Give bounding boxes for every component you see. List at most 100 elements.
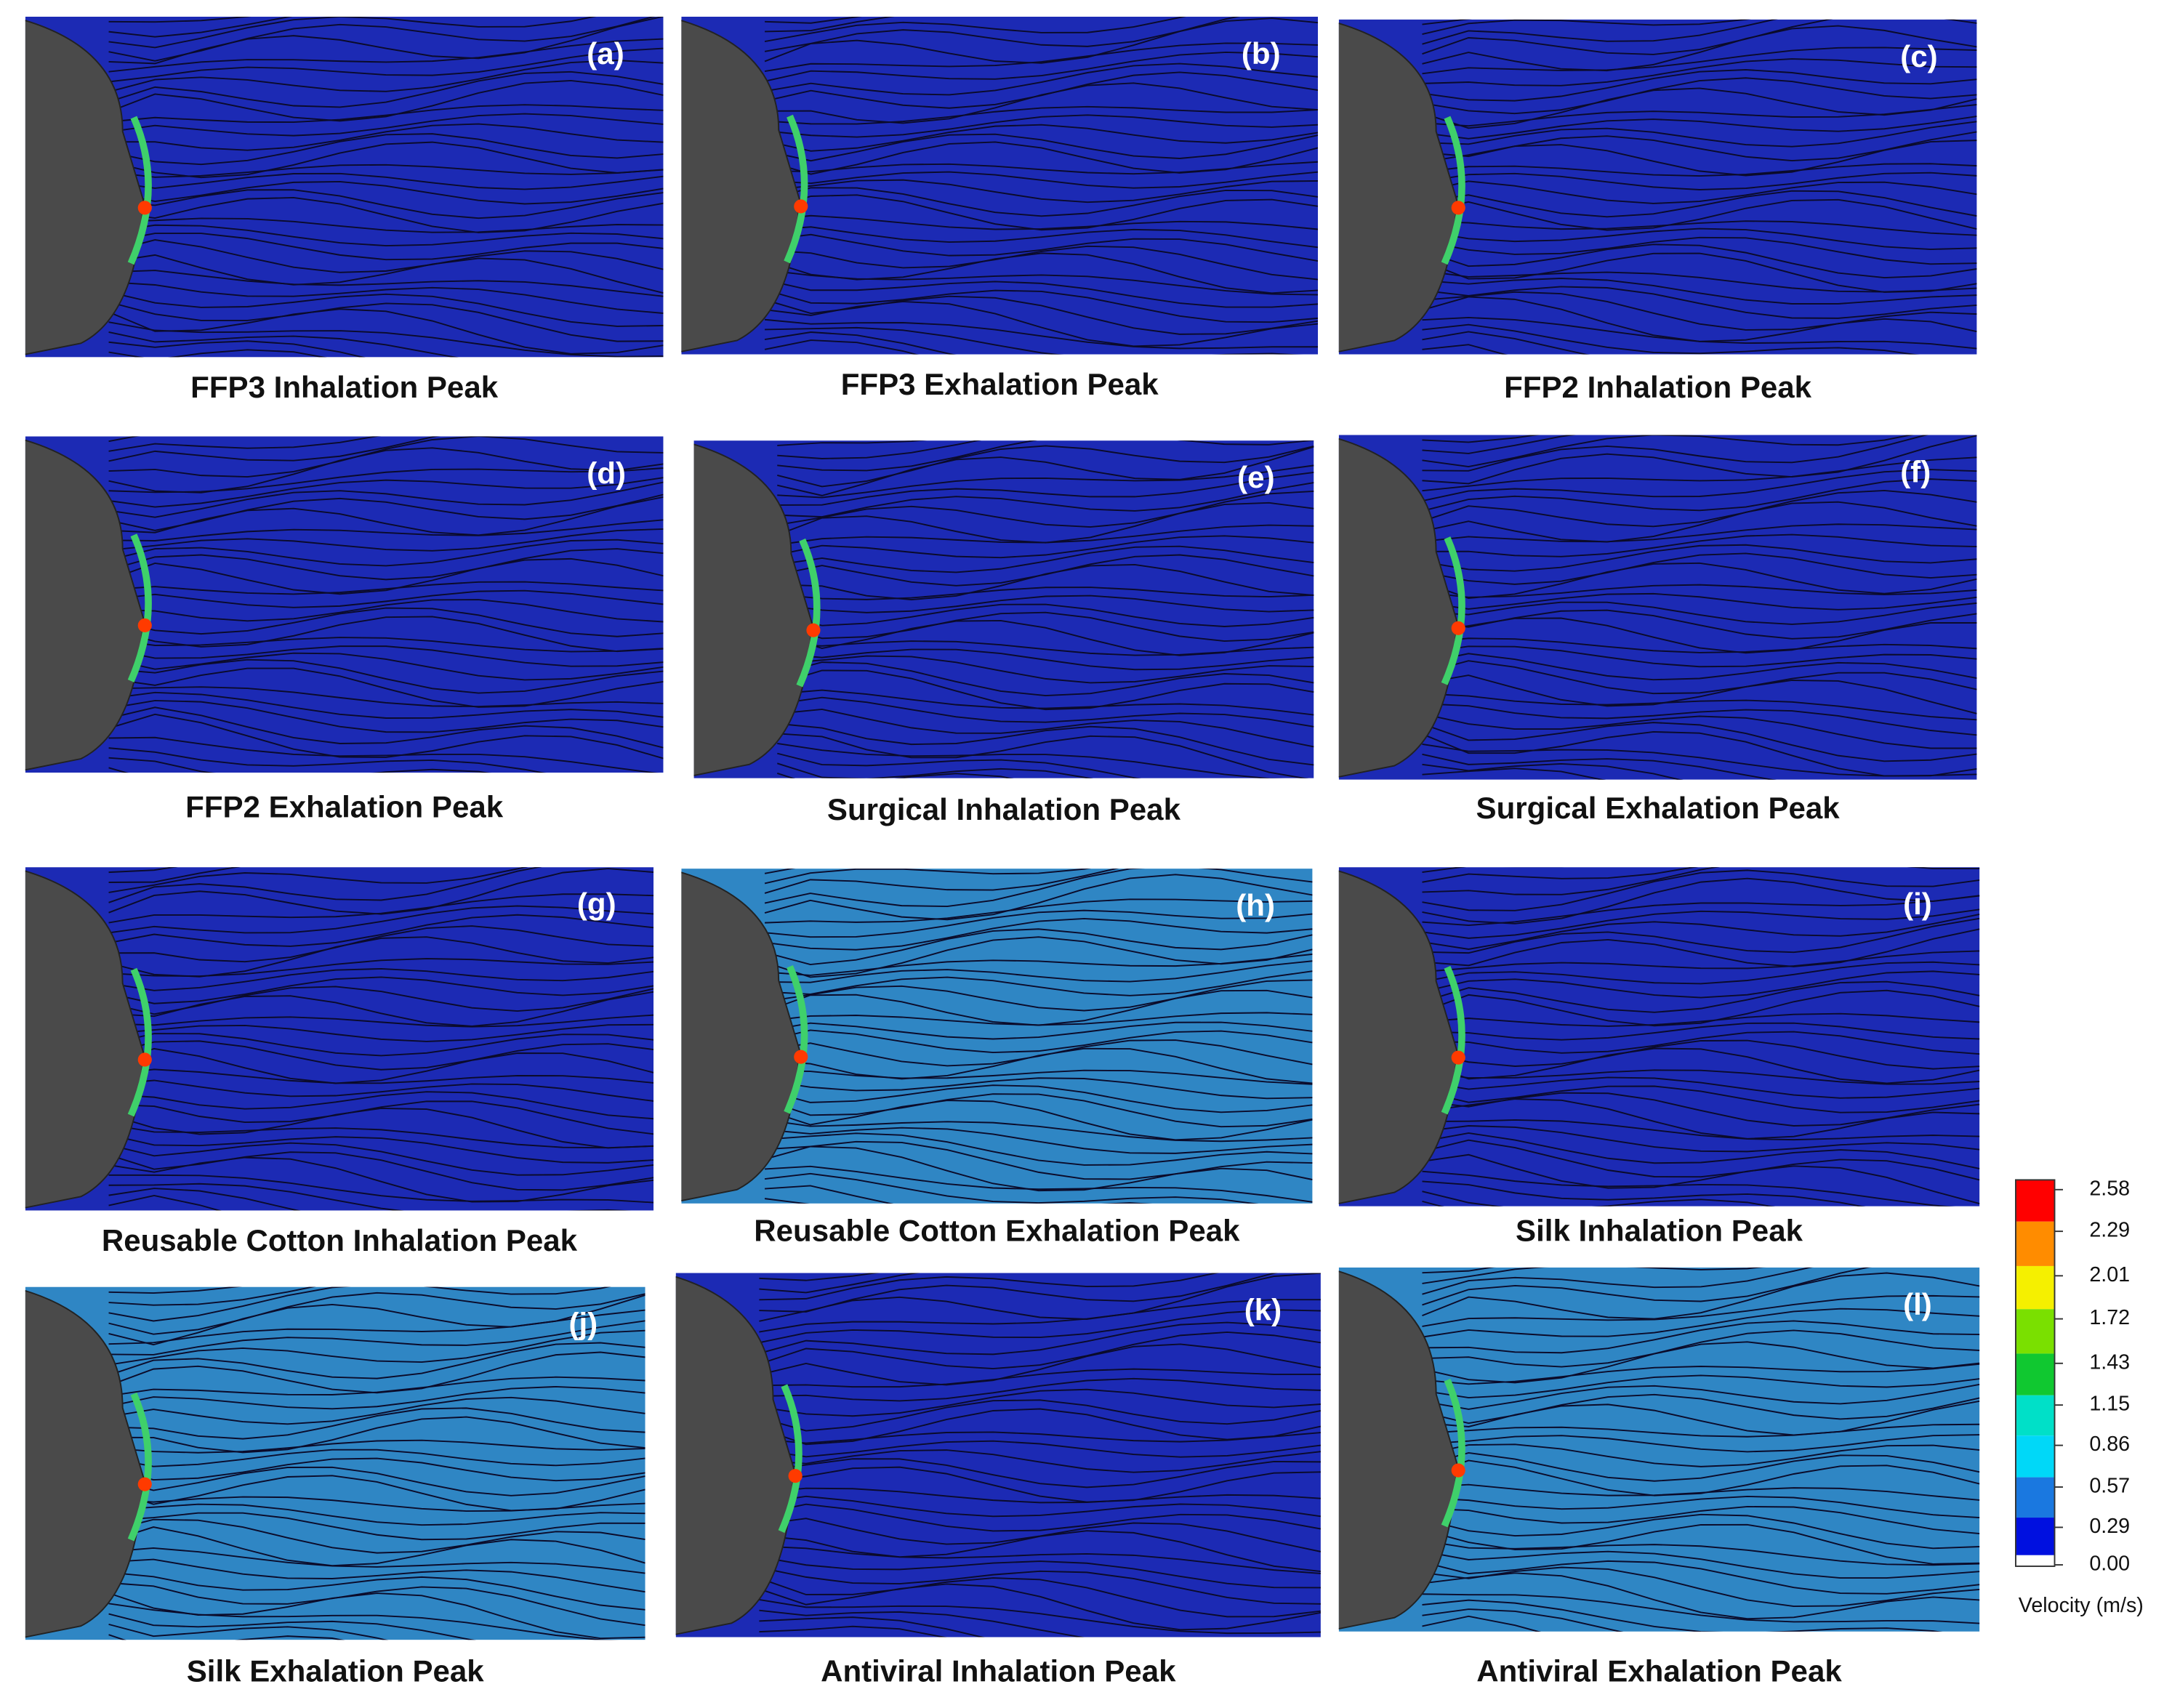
streamline: [108, 991, 654, 1027]
streamline: [1422, 1523, 1980, 1565]
streamline: [1422, 1560, 1980, 1595]
streamline: [108, 1582, 645, 1627]
streamline: [1422, 523, 1977, 543]
streamline: [108, 528, 664, 552]
mask-peak: [137, 618, 152, 633]
streamline: [765, 16, 1088, 33]
streamline: [108, 736, 659, 773]
streamline: [1422, 970, 1980, 999]
streamline: [759, 1566, 1321, 1605]
streamline: [1422, 917, 1980, 954]
streamline: [777, 648, 1314, 671]
streamline: [759, 1495, 1321, 1518]
mask-peak: [1451, 621, 1465, 635]
streamline: [764, 187, 1319, 217]
streamline: [1422, 592, 1977, 611]
streamline: [108, 496, 664, 536]
streamline: [1422, 1119, 1980, 1141]
streamline: [764, 269, 1319, 296]
streamline: [1422, 286, 1977, 319]
streamline: [108, 699, 664, 733]
streamline: [108, 1309, 645, 1345]
streamline: [777, 733, 1308, 778]
mask-peak: [137, 1477, 152, 1491]
panel: [693, 440, 1314, 778]
streamline: [1422, 490, 1977, 528]
colorbar-tick-label: 2.01: [2089, 1263, 2130, 1286]
streamline: [1422, 435, 1914, 468]
streamline: [764, 1012, 1313, 1026]
streamline: [764, 1047, 1313, 1084]
streamline: [108, 905, 654, 934]
streamline: [759, 1466, 1321, 1503]
streamline: [1422, 1513, 1980, 1550]
streamline: [759, 1343, 1321, 1386]
streamline: [1422, 743, 1977, 777]
streamline: [108, 747, 546, 773]
streamline: [759, 1299, 1321, 1333]
streamline: [765, 1140, 1313, 1180]
streamline: [108, 1496, 645, 1512]
streamline: [1422, 1363, 1980, 1385]
streamline: [759, 1545, 1321, 1574]
mask-peak: [1451, 1463, 1465, 1478]
streamline: [1422, 1191, 1774, 1207]
streamline: [777, 482, 1314, 518]
streamline: [108, 1068, 654, 1084]
panel-caption: Antiviral Exhalation Peak: [1476, 1654, 1842, 1688]
streamline: [764, 1077, 1313, 1100]
panel-label: (k): [1244, 1293, 1282, 1327]
streamline: [108, 1286, 242, 1294]
colorbar-segment: [2015, 1477, 2055, 1518]
streamline: [777, 440, 981, 459]
streamline: [108, 189, 664, 219]
streamline: [765, 161, 1319, 175]
head: [1338, 23, 1458, 353]
streamline: [1422, 867, 1980, 895]
streamline: [108, 967, 654, 991]
streamline: [1422, 544, 1977, 572]
streamline: [108, 308, 664, 355]
streamline: [1422, 478, 1977, 512]
streamline: [777, 603, 1314, 627]
head: [25, 870, 145, 1209]
streamline: [108, 706, 664, 749]
streamline: [108, 1142, 654, 1176]
streamline: [765, 960, 1313, 983]
panel-caption: Reusable Cotton Exhalation Peak: [754, 1214, 1240, 1248]
streamline: [108, 1571, 645, 1611]
streamline: [108, 1100, 654, 1135]
streamline: [777, 661, 1314, 696]
streamline: [1422, 278, 1977, 305]
streamline: [1422, 533, 1977, 557]
panel-label: (d): [587, 456, 626, 490]
panel-caption: FFP3 Inhalation Peak: [190, 370, 499, 404]
mask-hotspot: [784, 964, 808, 1114]
streamline: [764, 874, 1313, 921]
streamline: [777, 545, 1314, 573]
streamline: [108, 1320, 645, 1355]
streamline: [765, 1165, 1313, 1203]
streamline: [765, 16, 863, 24]
streamline: [764, 869, 1091, 885]
streamline: [108, 1286, 316, 1306]
mask-hotspot: [778, 1384, 803, 1534]
streamline: [777, 587, 1314, 600]
streamline: [108, 16, 293, 38]
streamline: [108, 1329, 645, 1366]
streamline: [108, 217, 664, 233]
streamline: [759, 1332, 1321, 1370]
panel-label: (h): [1236, 888, 1275, 922]
streamline: [1422, 291, 1977, 331]
streamline: [1422, 1069, 1980, 1085]
streamline: [1422, 867, 1562, 873]
streamline: [108, 71, 664, 108]
streamline: [764, 339, 919, 355]
streamline: [108, 1623, 388, 1640]
panel: [1338, 19, 1977, 355]
streamline: [108, 141, 664, 179]
streamline: [1422, 1294, 1980, 1327]
streamline: [108, 1286, 611, 1322]
streamline: [1422, 1267, 1764, 1284]
streamline: [108, 254, 664, 294]
